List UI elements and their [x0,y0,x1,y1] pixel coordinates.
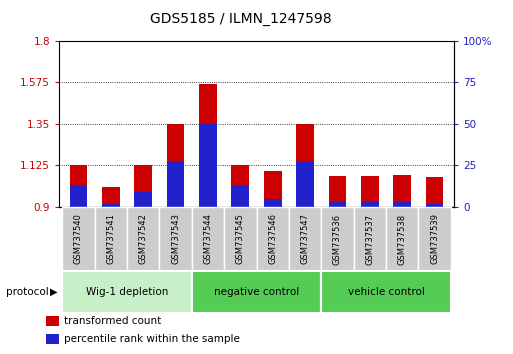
Bar [264,199,282,207]
Text: Wig-1 depletion: Wig-1 depletion [86,287,168,297]
Text: negative control: negative control [214,287,299,297]
Bar [386,207,419,271]
Bar [296,124,314,207]
Bar [426,177,443,207]
Bar [231,185,249,207]
Text: GSM737546: GSM737546 [268,213,277,264]
Text: vehicle control: vehicle control [348,287,424,297]
Text: GSM737537: GSM737537 [365,213,374,264]
Text: percentile rank within the sample: percentile rank within the sample [64,334,240,344]
Bar [102,187,120,207]
Bar [361,202,379,207]
Text: GDS5185 / ILMN_1247598: GDS5185 / ILMN_1247598 [150,12,332,27]
Bar [328,176,346,207]
Bar [160,207,192,271]
Text: GSM737544: GSM737544 [204,213,212,264]
Bar [46,334,59,344]
Text: GSM737540: GSM737540 [74,213,83,264]
Bar [361,176,379,207]
Bar [393,202,411,207]
Text: transformed count: transformed count [64,316,162,326]
Bar [231,165,249,207]
Bar [256,207,289,271]
Text: GSM737538: GSM737538 [398,213,407,264]
Bar [321,271,451,313]
Bar [192,271,321,313]
Text: GSM737542: GSM737542 [139,213,148,264]
Bar [167,124,185,207]
Text: GSM737547: GSM737547 [301,213,309,264]
Bar [70,185,87,207]
Text: GSM737541: GSM737541 [106,213,115,264]
Text: GSM737539: GSM737539 [430,213,439,264]
Bar [289,207,321,271]
Bar [321,207,353,271]
Bar [102,204,120,207]
Bar [62,207,94,271]
Bar [264,171,282,207]
Bar [296,162,314,207]
Bar [127,207,160,271]
Bar [328,202,346,207]
Text: GSM737543: GSM737543 [171,213,180,264]
Bar [199,84,217,207]
Text: ▶: ▶ [50,287,58,297]
Bar [353,207,386,271]
Bar [224,207,256,271]
Text: GSM737545: GSM737545 [236,213,245,264]
Bar [393,175,411,207]
Bar [192,207,224,271]
Text: GSM737536: GSM737536 [333,213,342,264]
Bar [134,192,152,207]
Bar [62,271,192,313]
Bar [199,124,217,207]
Bar [419,207,451,271]
Bar [46,316,59,326]
Bar [70,165,87,207]
Bar [134,166,152,207]
Bar [426,204,443,207]
Bar [167,160,185,207]
Text: protocol: protocol [6,287,49,297]
Bar [94,207,127,271]
